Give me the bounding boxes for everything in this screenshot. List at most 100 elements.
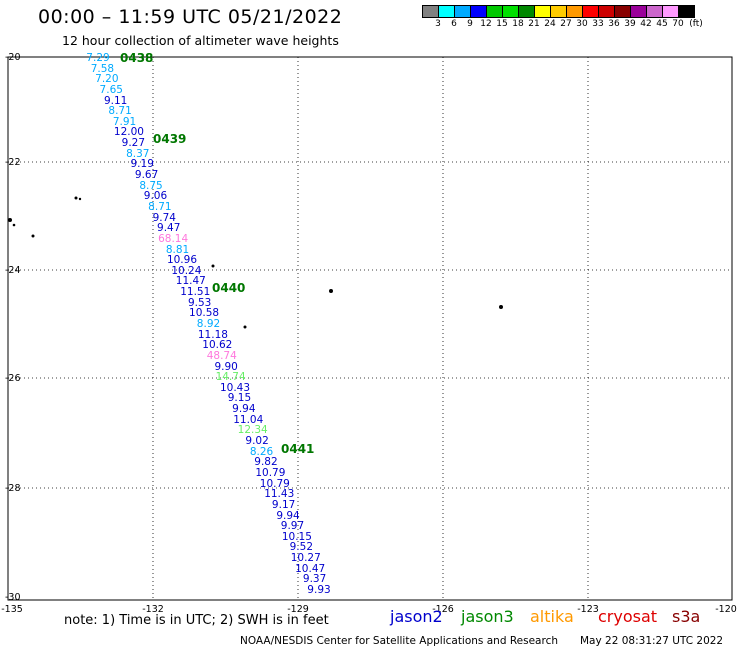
wave-height-value: 7.29	[86, 52, 110, 64]
wave-height-value: 48.74	[206, 349, 237, 362]
lon-label: -132	[142, 604, 164, 615]
wave-height-value: 9.94	[276, 509, 300, 522]
color-scale-unit: (ft)	[689, 19, 703, 29]
wave-height-value: 9.82	[254, 456, 278, 469]
color-scale-label: 3	[435, 19, 441, 29]
wave-height-value: 68.14	[158, 232, 189, 245]
grid-lines	[8, 57, 732, 600]
color-scale-label: 18	[512, 19, 524, 29]
wave-height-value: 9.17	[271, 498, 296, 511]
wave-height-value: 9.67	[134, 169, 159, 182]
wave-height-value: 9.94	[232, 403, 256, 416]
color-scale-swatches	[422, 5, 695, 18]
color-scale-label: 12	[480, 19, 492, 29]
lat-label: -26	[5, 373, 21, 384]
color-scale-label: 39	[624, 19, 636, 29]
wave-height-value: 9.27	[121, 137, 146, 150]
wave-height-value: 9.90	[214, 360, 238, 373]
wave-height-value: 12.00	[113, 126, 144, 139]
island	[499, 305, 503, 309]
wave-height-value: 9.37	[302, 573, 327, 586]
island	[31, 234, 35, 238]
color-scale-label: 36	[608, 19, 620, 29]
island	[8, 218, 12, 222]
footnote: note: 1) Time is in UTC; 2) SWH is in fe…	[64, 613, 329, 628]
pass-label: 0440	[212, 281, 246, 295]
color-scale-label: 45	[656, 19, 668, 29]
wave-height-value: 9.53	[187, 296, 212, 309]
wave-height-value: 10.24	[171, 264, 202, 277]
wave-height-value: 8.81	[165, 243, 190, 256]
lat-label: -28	[5, 483, 21, 494]
wave-height-value: 8.26	[249, 445, 274, 458]
lon-label: -135	[1, 604, 23, 615]
color-scale-labels: 3 6 9 12 15 18 21 24 27 30 33 36 39 42 45 70 (ft)	[422, 18, 703, 32]
color-swatch	[678, 5, 695, 18]
satellite-label-jason3: jason3	[461, 607, 514, 626]
generated-timestamp: May 22 08:31:27 UTC 2022	[580, 635, 724, 647]
color-scale-label: 9	[467, 19, 473, 29]
wave-height-value: 9.74	[152, 211, 176, 224]
wave-height-value: 9.52	[289, 541, 314, 554]
wave-height-value: 7.20	[95, 73, 119, 86]
wave-height-value: 9.02	[245, 435, 269, 448]
wave-height-value: 8.37	[126, 147, 150, 160]
color-scale-label: 21	[528, 19, 540, 29]
wave-height-value: 10.15	[281, 530, 312, 543]
island	[78, 197, 82, 201]
wave-height-value: 10.79	[255, 466, 286, 479]
wave-height-value: 10.62	[202, 339, 233, 352]
wave-height-value: 9.47	[157, 222, 181, 235]
pass-label: 0439	[153, 132, 187, 146]
wave-height-value: 7.65	[99, 83, 123, 96]
map-subtitle: 12 hour collection of altimeter wave hei…	[62, 33, 339, 48]
satellite-label-jason2: jason2	[390, 607, 443, 626]
color-scale-legend: 3 6 9 12 15 18 21 24 27 30 33 36 39 42 45 70 (ft)	[422, 5, 703, 32]
island	[243, 325, 247, 329]
credit-line: NOAA/NESDIS Center for Satellite Applica…	[240, 635, 558, 647]
wave-height-value: 11.51	[180, 286, 211, 299]
pass-label: 0438	[120, 51, 154, 65]
wave-height-value: 9.11	[103, 94, 128, 107]
lat-label: -22	[5, 157, 21, 168]
wave-height-value: 11.43	[264, 488, 295, 501]
color-scale-label: 30	[576, 19, 588, 29]
wave-height-value: 8.71	[148, 200, 172, 213]
islands	[8, 196, 503, 329]
island	[74, 196, 78, 200]
wave-height-value: 10.79	[259, 477, 290, 490]
color-scale-label: 15	[496, 19, 508, 29]
island	[12, 223, 16, 227]
color-scale-label: 70	[672, 19, 684, 29]
color-scale-label: 27	[560, 19, 572, 29]
wave-height-value: 7.91	[112, 115, 137, 128]
wave-height-value: 8.75	[139, 179, 163, 192]
wave-height-value: 10.96	[166, 254, 197, 267]
wave-height-value: 10.27	[290, 552, 321, 565]
wave-height-value: 9.06	[143, 190, 168, 203]
color-scale-label: 6	[451, 19, 457, 29]
color-scale-label: 33	[592, 19, 604, 29]
wave-height-value: 11.04	[233, 413, 264, 426]
lon-label: -129	[287, 604, 309, 615]
wave-height-value: 11.18	[197, 328, 228, 341]
wave-height-value: 8.92	[196, 318, 221, 330]
color-scale-label: 42	[640, 19, 652, 29]
lat-label: -30	[5, 592, 21, 603]
island	[329, 289, 333, 293]
satellite-label-altika: altika	[530, 607, 574, 626]
wave-height-value: 9.97	[280, 520, 305, 533]
lon-label: -126	[432, 604, 454, 615]
wave-height-value: 10.47	[295, 562, 326, 575]
satellite-label-cryosat: cryosat	[598, 607, 658, 626]
island	[211, 264, 215, 268]
lat-label: -20	[5, 52, 21, 63]
lon-label: -123	[577, 604, 599, 615]
wave-height-value: 7.58	[90, 62, 115, 75]
map-border	[7, 56, 733, 601]
map-title: 00:00 – 11:59 UTC 05/21/2022	[38, 6, 343, 28]
wave-height-value: 11.47	[175, 275, 206, 288]
wave-height-value: 9.19	[130, 158, 154, 171]
